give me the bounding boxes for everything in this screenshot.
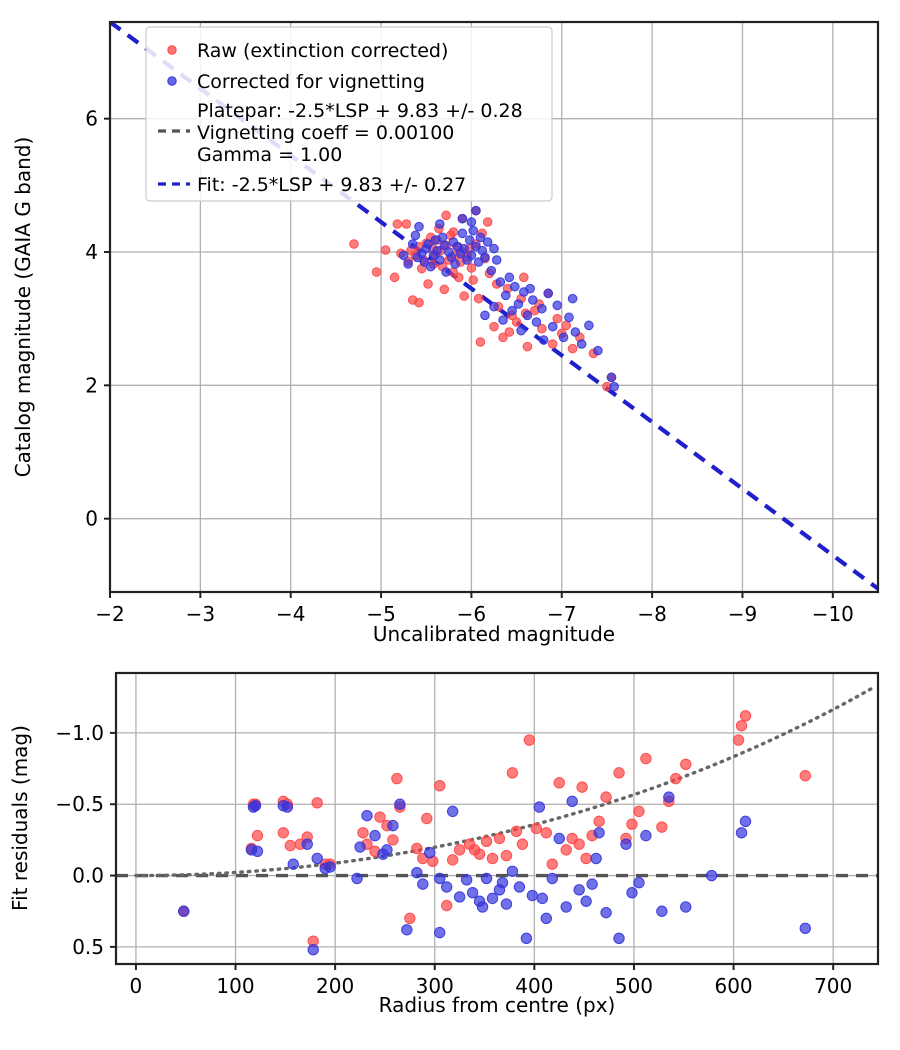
bottom-y-tick-0: 0.5 — [72, 935, 104, 959]
scatter-corrected-bottom — [178, 791, 811, 956]
bottom-y-tick-3: −1.0 — [55, 721, 104, 745]
bottom-x-tick-7: 700 — [814, 974, 852, 998]
bottom-plot-background — [116, 673, 878, 964]
top-x-tick-5: −7 — [547, 602, 576, 626]
legend-box — [145, 26, 553, 202]
bottom-y-axis-label: Fit residuals (mag) — [8, 725, 32, 911]
top-y-tick-3: 6 — [85, 107, 98, 131]
top-x-tick-2: −4 — [276, 602, 305, 626]
legend-label-corrected: Corrected for vignetting — [197, 71, 425, 93]
top-x-tick-7: −9 — [728, 602, 757, 626]
top-y-tick-1: 2 — [85, 373, 98, 397]
bottom-x-axis-label: Radius from centre (px) — [379, 993, 616, 1017]
bottom-x-tick-5: 500 — [615, 974, 653, 998]
bottom-y-tick-2: −0.5 — [55, 792, 104, 816]
top-x-tick-labels: −2 −3 −4 −5 −6 −7 −8 −9 −10 — [95, 602, 854, 626]
top-x-tick-1: −3 — [186, 602, 215, 626]
bottom-x-tick-2: 200 — [316, 974, 354, 998]
bottom-gridlines — [116, 673, 878, 964]
top-x-axis-label: Uncalibrated magnitude — [373, 622, 615, 646]
top-y-tick-labels: 0 2 4 6 — [85, 107, 98, 531]
legend-marker-corrected-icon — [167, 76, 177, 86]
top-x-tick-4: −6 — [457, 602, 486, 626]
top-y-tick-2: 4 — [85, 240, 98, 264]
bottom-x-tick-0: 0 — [130, 974, 143, 998]
bottom-tick-marks — [110, 731, 835, 970]
bottom-x-tick-6: 600 — [714, 974, 752, 998]
bottom-x-tick-3: 300 — [416, 974, 454, 998]
legend-label-gamma: Gamma = 1.00 — [197, 144, 342, 166]
legend-label-platepar: Platepar: -2.5*LSP + 9.83 +/- 0.28 — [197, 100, 523, 122]
vignetting-model-curve — [134, 687, 873, 878]
scatter-corrected-top — [398, 205, 619, 392]
legend-label-raw: Raw (extinction corrected) — [197, 40, 448, 62]
top-x-tick-0: −2 — [95, 602, 124, 626]
legend-label-fit: Fit: -2.5*LSP + 9.83 +/- 0.27 — [197, 174, 466, 196]
bottom-y-tick-labels: 0.5 0.0 −0.5 −1.0 — [55, 721, 104, 959]
legend-marker-raw-icon — [167, 45, 177, 55]
bottom-plot-frame — [114, 671, 880, 966]
top-tick-marks — [104, 117, 834, 598]
bottom-x-tick-1: 100 — [216, 974, 254, 998]
bottom-y-tick-1: 0.0 — [72, 864, 104, 888]
legend: Raw (extinction corrected) Corrected for… — [145, 26, 553, 202]
top-y-tick-0: 0 — [85, 507, 98, 531]
top-x-tick-6: −8 — [637, 602, 666, 626]
top-plot-frame — [108, 20, 880, 594]
bottom-axes: 0 100 200 300 400 500 600 700 0.5 0.0 −0.5 −1.0 Ra… — [8, 671, 880, 1017]
bottom-x-tick-4: 400 — [515, 974, 553, 998]
legend-label-vignetting-coeff: Vignetting coeff = 0.00100 — [197, 122, 454, 144]
top-x-tick-3: −5 — [366, 602, 395, 626]
top-y-axis-label: Catalog magnitude (GAIA G band) — [11, 137, 35, 478]
top-x-tick-8: −10 — [812, 602, 854, 626]
bottom-x-tick-labels: 0 100 200 300 400 500 600 700 — [130, 974, 853, 998]
